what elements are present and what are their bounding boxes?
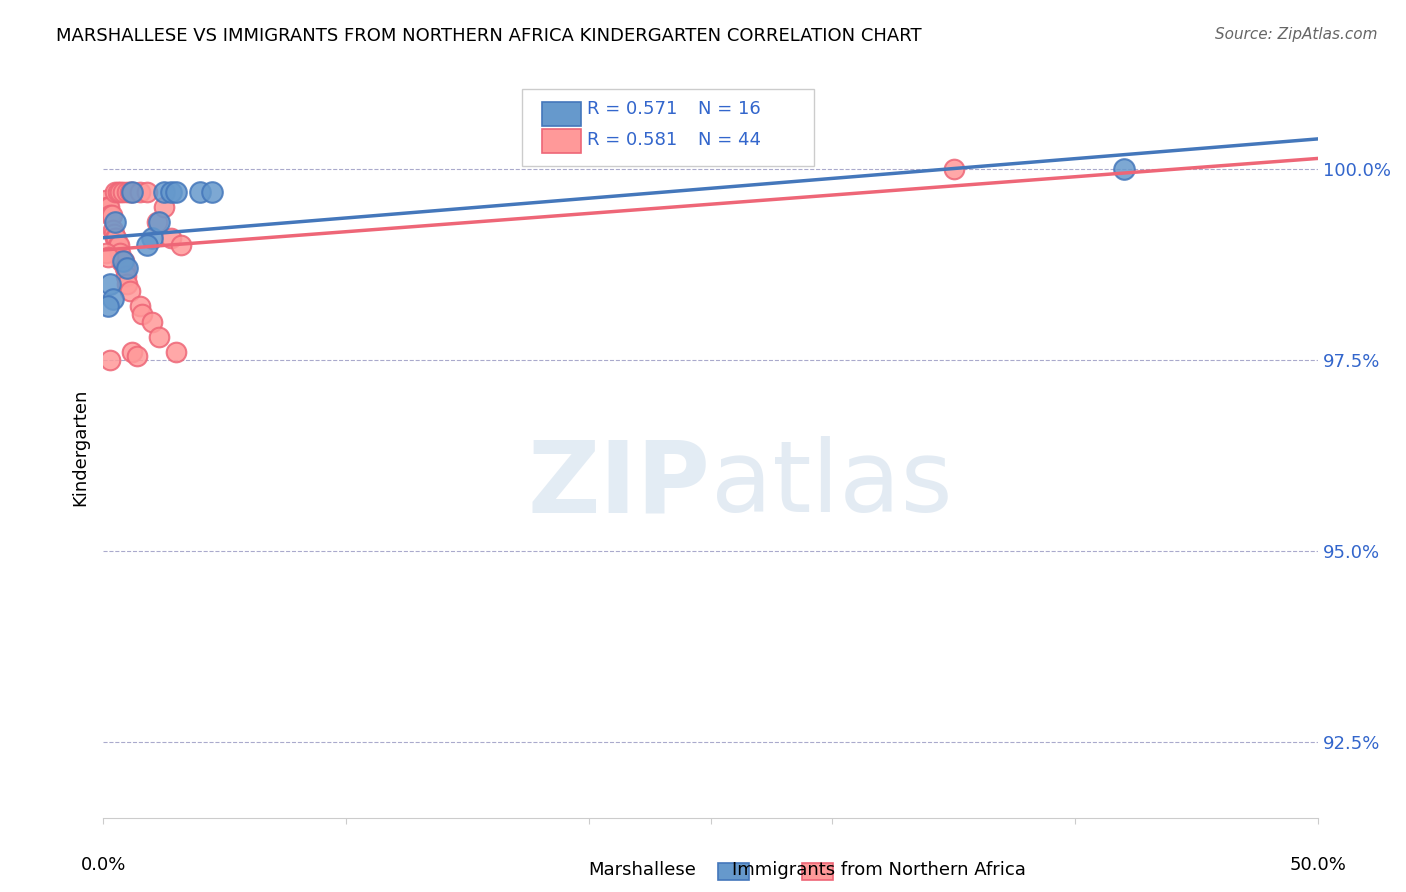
Point — [114, 261, 136, 276]
Text: 50.0%: 50.0% — [1289, 856, 1347, 874]
Point — [100, 208, 122, 222]
Text: N = 44: N = 44 — [699, 131, 762, 149]
Point — [103, 227, 125, 241]
Point — [117, 261, 139, 276]
Point — [141, 231, 163, 245]
Point — [117, 277, 139, 291]
Point — [98, 200, 121, 214]
FancyBboxPatch shape — [541, 129, 581, 153]
Point — [96, 200, 118, 214]
Point — [111, 253, 134, 268]
Point — [942, 162, 965, 177]
Point — [165, 345, 187, 359]
Point — [104, 231, 127, 245]
Point — [97, 200, 120, 214]
Text: ZIP: ZIP — [527, 436, 710, 533]
Point — [104, 185, 127, 199]
Point — [105, 231, 128, 245]
Text: N = 16: N = 16 — [699, 100, 761, 119]
Point — [127, 349, 149, 363]
Point — [107, 185, 129, 199]
Point — [94, 193, 117, 207]
Point — [118, 185, 141, 199]
Point — [101, 223, 124, 237]
Point — [94, 246, 117, 260]
Point — [111, 185, 134, 199]
Text: Immigrants from Northern Africa: Immigrants from Northern Africa — [733, 861, 1026, 879]
Point — [108, 238, 131, 252]
Point — [135, 185, 157, 199]
Point — [108, 246, 131, 260]
Text: 0.0%: 0.0% — [80, 856, 125, 874]
Point — [148, 330, 170, 344]
Point — [201, 185, 224, 199]
Point — [153, 200, 176, 214]
Point — [100, 208, 122, 222]
Text: R = 0.571: R = 0.571 — [586, 100, 678, 119]
Point — [131, 307, 153, 321]
Point — [153, 185, 176, 199]
Point — [121, 185, 143, 199]
Point — [115, 268, 138, 283]
Point — [110, 253, 132, 268]
Point — [111, 253, 134, 268]
Point — [160, 185, 183, 199]
Text: Marshallese: Marshallese — [589, 861, 696, 879]
FancyBboxPatch shape — [541, 102, 581, 126]
Point — [121, 185, 143, 199]
Point — [97, 300, 120, 314]
Point — [107, 238, 129, 252]
Point — [128, 300, 150, 314]
Point — [112, 253, 135, 268]
Point — [160, 231, 183, 245]
FancyBboxPatch shape — [522, 88, 814, 166]
Point — [121, 345, 143, 359]
Y-axis label: Kindergarten: Kindergarten — [72, 389, 89, 507]
Point — [170, 238, 193, 252]
Point — [128, 185, 150, 199]
Point — [141, 315, 163, 329]
Text: R = 0.581: R = 0.581 — [586, 131, 676, 149]
Point — [100, 352, 122, 367]
Point — [97, 250, 120, 264]
Point — [117, 185, 139, 199]
Text: atlas: atlas — [710, 436, 952, 533]
Point — [1112, 162, 1135, 177]
Point — [108, 185, 131, 199]
Point — [135, 238, 157, 252]
Point — [118, 284, 141, 298]
Point — [188, 185, 211, 199]
Point — [100, 277, 122, 291]
Point — [148, 215, 170, 229]
Point — [165, 185, 187, 199]
Point — [101, 292, 124, 306]
Text: MARSHALLESE VS IMMIGRANTS FROM NORTHERN AFRICA KINDERGARTEN CORRELATION CHART: MARSHALLESE VS IMMIGRANTS FROM NORTHERN … — [56, 27, 922, 45]
Point — [145, 215, 167, 229]
Text: Source: ZipAtlas.com: Source: ZipAtlas.com — [1215, 27, 1378, 42]
Point — [104, 215, 127, 229]
